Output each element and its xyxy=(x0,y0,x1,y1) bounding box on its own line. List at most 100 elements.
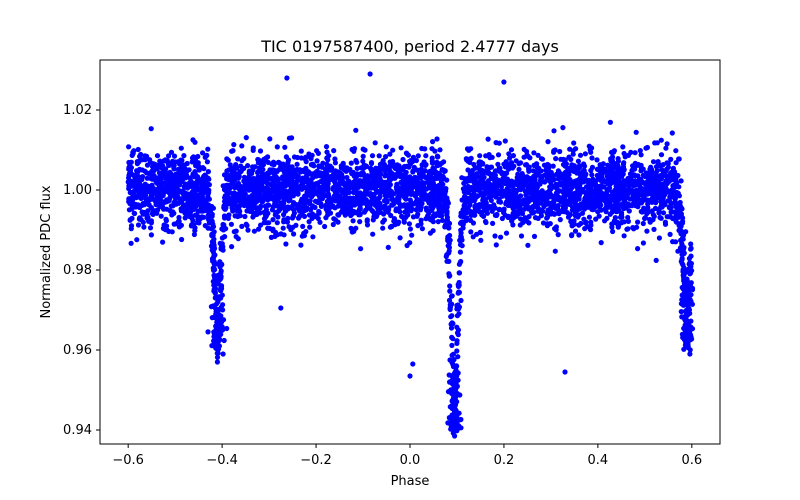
data-point xyxy=(439,160,445,166)
data-point xyxy=(423,186,429,192)
data-point xyxy=(395,190,401,196)
data-point xyxy=(316,184,322,190)
data-point xyxy=(605,181,611,187)
data-point xyxy=(454,313,460,319)
data-point xyxy=(679,255,685,262)
data-point xyxy=(236,185,242,191)
data-point xyxy=(351,189,357,196)
data-point xyxy=(215,350,221,356)
data-point xyxy=(540,220,547,226)
data-point xyxy=(265,154,271,160)
data-point xyxy=(688,241,694,247)
data-point xyxy=(323,171,330,177)
data-point xyxy=(441,167,447,173)
data-point xyxy=(342,182,348,188)
data-point xyxy=(161,158,167,164)
data-point xyxy=(311,163,317,169)
data-point xyxy=(563,179,569,186)
data-point xyxy=(189,222,195,228)
data-point xyxy=(686,255,693,262)
data-point xyxy=(651,226,657,232)
data-point xyxy=(398,145,404,151)
data-point xyxy=(158,179,164,185)
data-point xyxy=(423,216,429,222)
data-point xyxy=(173,201,179,207)
data-point xyxy=(325,209,331,215)
data-point xyxy=(439,213,445,219)
data-point xyxy=(280,225,286,231)
data-point xyxy=(688,245,694,251)
data-point xyxy=(270,194,276,200)
data-point xyxy=(323,144,330,150)
data-point xyxy=(535,215,541,221)
data-point xyxy=(271,160,277,166)
data-point xyxy=(235,213,241,220)
data-point xyxy=(427,216,433,223)
data-point xyxy=(577,152,584,158)
data-point xyxy=(668,194,674,200)
data-point xyxy=(231,190,237,196)
data-point xyxy=(452,375,458,381)
data-point xyxy=(335,212,341,218)
data-point xyxy=(433,213,439,219)
data-point xyxy=(180,194,187,201)
data-point xyxy=(457,237,463,243)
data-point xyxy=(291,231,297,237)
data-point xyxy=(618,166,625,172)
data-point xyxy=(639,192,645,198)
data-point xyxy=(178,222,184,228)
y-axis-label: Normalized PDC flux xyxy=(39,185,54,318)
data-point xyxy=(678,178,684,184)
data-point xyxy=(673,239,679,245)
data-point xyxy=(686,305,692,312)
data-point xyxy=(159,184,165,190)
data-point xyxy=(285,204,291,210)
data-point xyxy=(239,158,245,164)
data-point xyxy=(299,233,305,239)
data-point xyxy=(520,173,526,179)
data-point xyxy=(382,173,388,179)
data-point xyxy=(408,191,415,197)
data-point xyxy=(230,166,236,172)
data-point xyxy=(344,174,350,181)
data-point xyxy=(410,177,416,183)
data-point xyxy=(635,188,641,194)
data-point xyxy=(672,196,678,202)
data-point xyxy=(374,176,380,182)
data-point xyxy=(481,213,487,219)
data-point xyxy=(526,164,532,170)
data-point xyxy=(594,172,600,179)
data-point xyxy=(420,181,426,187)
data-point xyxy=(413,207,419,213)
data-point xyxy=(193,163,199,169)
data-point xyxy=(535,208,541,214)
data-point xyxy=(339,178,346,184)
data-point xyxy=(314,172,320,179)
data-point xyxy=(436,199,442,205)
data-point xyxy=(325,157,331,163)
data-point xyxy=(561,209,567,215)
data-point xyxy=(689,301,696,307)
data-point xyxy=(265,159,271,165)
data-point xyxy=(388,212,394,219)
data-point xyxy=(496,165,502,171)
data-point xyxy=(318,203,324,209)
data-point xyxy=(262,188,268,194)
data-point xyxy=(448,325,455,331)
data-point xyxy=(211,288,217,294)
data-point xyxy=(664,160,670,166)
data-point xyxy=(297,208,303,214)
data-point xyxy=(375,205,381,211)
data-point xyxy=(586,214,593,220)
data-point xyxy=(398,202,404,208)
data-point xyxy=(376,153,382,159)
data-point xyxy=(214,354,221,360)
data-point xyxy=(195,153,201,160)
data-point xyxy=(291,169,298,175)
data-point xyxy=(684,332,690,338)
data-point xyxy=(303,179,309,185)
data-point xyxy=(681,302,687,308)
data-point xyxy=(429,160,436,166)
data-point xyxy=(407,240,413,246)
x-axis-label: Phase xyxy=(391,474,430,489)
